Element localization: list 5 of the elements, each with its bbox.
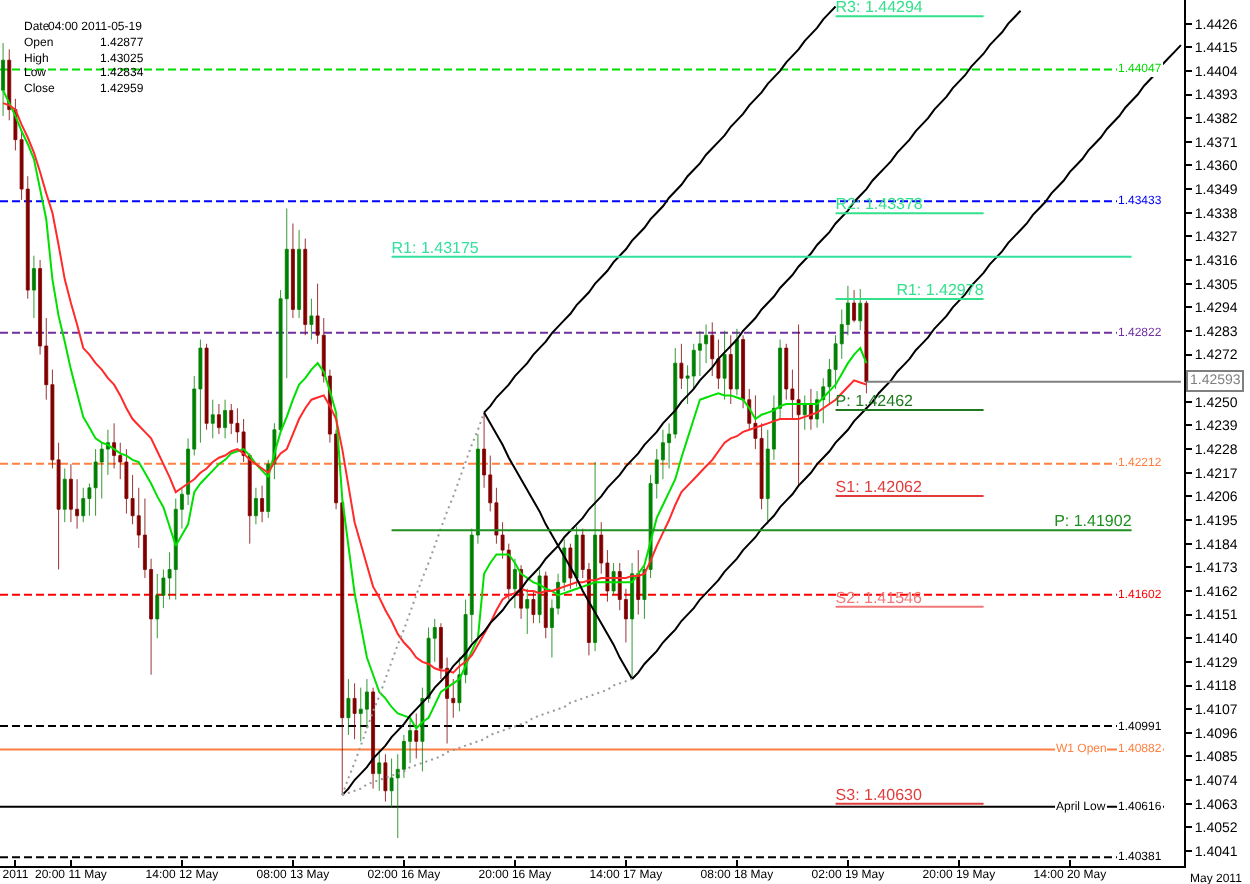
series-label: R1: 1.43175 [391, 238, 480, 257]
series-label: S1: 1.42062 [835, 477, 923, 496]
series-label: P: 1.41902 [1054, 512, 1133, 531]
series-label: S3: 1.40630 [835, 785, 923, 804]
series-label: R3: 1.44294 [835, 0, 924, 17]
